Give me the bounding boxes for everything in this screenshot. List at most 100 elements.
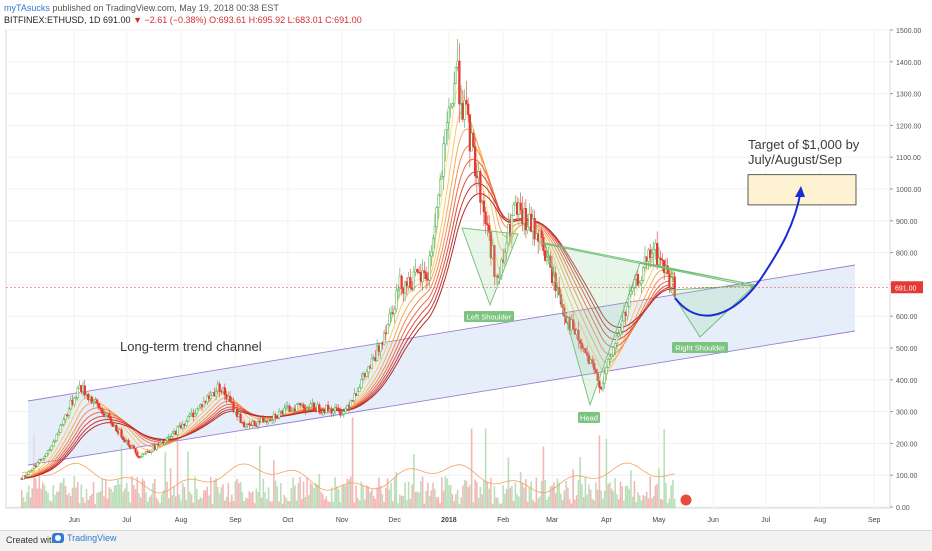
down-arrow-icon: ▼ <box>133 15 142 25</box>
volume-bar <box>395 472 398 508</box>
volume-bar <box>584 476 587 508</box>
volume-ma-line <box>21 462 675 494</box>
author-link[interactable]: myTAsucks <box>4 3 50 13</box>
volume-bar <box>57 491 60 508</box>
candle-body <box>253 421 256 426</box>
y-tick-label: 0.00 <box>896 505 910 512</box>
volume-bar <box>113 485 116 508</box>
volume-bar <box>470 428 473 508</box>
volume-bar <box>43 485 46 508</box>
volume-bar <box>85 488 88 508</box>
last-price: 691.00 <box>103 15 131 25</box>
price-chart[interactable]: 1500.00 1400.00 1300.00 1200.00 1100.00 1000.… <box>0 0 932 530</box>
candle-body <box>479 171 482 203</box>
volume-bar <box>50 501 53 508</box>
ohlc-values: O:693.61 H:695.92 L:683.01 C:691.00 <box>209 15 362 25</box>
candle-body <box>484 211 487 224</box>
volume-bar <box>449 484 452 508</box>
y-tick-label: 1500.00 <box>896 28 921 35</box>
volume-bar <box>45 490 48 508</box>
volume-bar <box>407 481 410 508</box>
volume-bar <box>76 481 79 508</box>
candle-body <box>586 352 589 356</box>
volume-bar <box>267 487 270 508</box>
volume-bar <box>217 486 219 508</box>
volume-bar <box>411 484 413 508</box>
candle-body <box>605 367 608 374</box>
candle-body <box>164 440 167 443</box>
candle-body <box>621 320 624 332</box>
volume-bar <box>582 497 585 508</box>
volume-bar <box>378 477 380 508</box>
projection-arrow <box>674 189 802 317</box>
volume-bar <box>654 485 657 508</box>
volume-bar <box>62 478 65 508</box>
candle-body <box>36 462 39 467</box>
candle-body <box>382 332 386 345</box>
volume-bar <box>666 503 669 508</box>
volume-bar <box>493 486 496 508</box>
candle-body <box>111 422 114 427</box>
volume-bar <box>250 492 252 508</box>
left-shoulder-label-bg <box>464 311 514 322</box>
volume-bar <box>638 495 641 508</box>
candle-body <box>463 100 466 120</box>
candle-body <box>435 207 438 227</box>
volume-bar <box>225 496 228 508</box>
volume-bar <box>194 476 196 508</box>
volume-bar <box>474 479 476 508</box>
volume-bar <box>197 499 200 508</box>
volume-bar <box>176 441 179 508</box>
volume-bar <box>167 498 170 508</box>
volume-bar <box>332 501 335 508</box>
volume-bar <box>602 498 604 508</box>
candle-body <box>318 404 321 413</box>
volume-bar <box>68 492 70 508</box>
volume-bar <box>266 499 268 508</box>
candle-body <box>38 459 41 463</box>
volume-bar <box>189 491 191 508</box>
candle-body <box>365 371 368 377</box>
volume-bar <box>182 483 184 508</box>
current-price-label: 691.00 <box>895 285 917 292</box>
volume-bar <box>523 487 525 508</box>
volume-bar <box>61 482 63 508</box>
volume-bar <box>320 491 322 508</box>
candle-body <box>277 410 281 419</box>
candle-body <box>171 432 174 437</box>
volume-bar <box>399 494 401 508</box>
candle-body <box>640 280 643 284</box>
candle-body <box>165 437 169 442</box>
candle-body <box>458 60 461 105</box>
volume-bar <box>663 429 665 508</box>
tradingview-brand[interactable]: TradingView <box>52 533 117 543</box>
candle-body <box>433 226 437 239</box>
volume-bar <box>672 480 674 508</box>
candle-body <box>659 257 662 261</box>
volume-bar <box>441 477 443 508</box>
volume-bar <box>600 490 602 508</box>
volume-bar <box>458 503 461 508</box>
volume-bar <box>357 498 359 508</box>
volume-bar <box>283 494 286 508</box>
volume-bar <box>577 480 580 508</box>
volume-bar <box>280 483 282 508</box>
candle-body <box>430 252 433 257</box>
candle-body <box>468 114 472 152</box>
volume-bar <box>89 496 91 508</box>
candle-body <box>386 324 389 335</box>
candle-body <box>27 471 30 475</box>
candle-body <box>218 383 221 392</box>
volume-bar <box>374 498 377 508</box>
volume-bar <box>614 478 616 508</box>
candle-body <box>533 218 536 240</box>
candle-body <box>276 417 279 419</box>
volume-bar <box>416 491 419 508</box>
candle-body <box>108 413 111 419</box>
volume-bar <box>358 500 361 508</box>
volume-bar <box>490 478 492 508</box>
candle-body <box>629 290 633 295</box>
volume-bar <box>504 493 506 508</box>
volume-bar <box>556 478 559 508</box>
candle-body <box>510 215 514 236</box>
